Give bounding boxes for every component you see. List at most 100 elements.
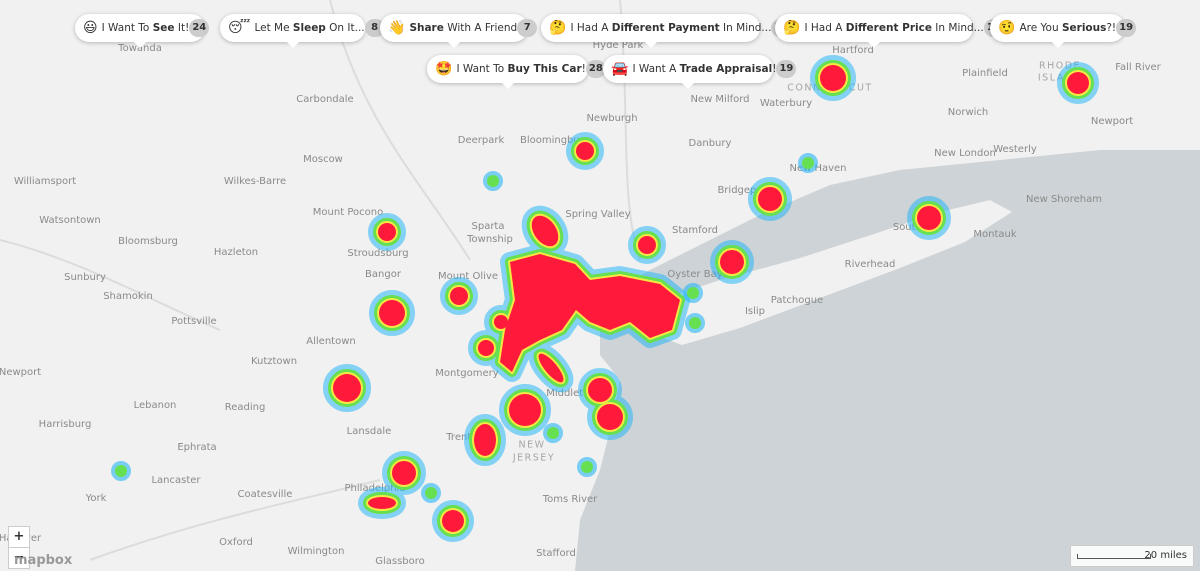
emoji: 😃 [83,20,98,36]
place-label: Wilmington [288,546,345,557]
place-label: Oxford [219,537,253,548]
callout-bold: Share [409,22,444,34]
place-label: Danbury [689,138,732,149]
place-label: Montgomery [435,368,498,379]
place-label: Ephrata [177,442,216,453]
place-label: Watsontown [39,215,101,226]
place-label: Riverhead [845,259,896,270]
emoji: 🤨 [998,20,1016,36]
place-label: Coatesville [238,489,293,500]
place-label: Stafford [536,548,576,559]
place-label: New Shoreham [1026,194,1102,205]
callout-text: I Want To [456,63,508,75]
place-label: New Haven [789,163,846,174]
callout-bold: Trade Appraisal [679,63,773,75]
place-label: Lancaster [151,475,201,486]
place-label: Shamokin [103,291,153,302]
place-label: Stroudsburg [347,248,408,259]
place-label: Westerly [993,144,1037,155]
place-label: Mount Pocono [313,207,383,218]
count-badge: 7 [517,19,538,37]
callout[interactable]: 🤔I Had A Different Price In Mind...15 [775,14,1004,48]
callout[interactable]: 🤩 I Want To Buy This Car! 28 [427,55,606,89]
callout-text: I Want To [101,22,153,34]
place-label: Williamsport [14,176,76,187]
place-label: New Milford [690,94,749,105]
callout-bold: Sleep [292,22,326,34]
count-badge: 19 [776,60,797,78]
emoji: 😴 [228,20,251,36]
place-label: Sparta [472,221,505,232]
zoom-out[interactable]: − [8,547,30,569]
callout[interactable]: 😃 I Want To See It! 24 [75,14,210,48]
callout-text: It! [174,22,190,34]
place-label: Moscow [303,154,343,165]
callout-bold: Different Price [845,22,932,34]
callout-text: Are You [1019,22,1062,34]
place-label: Allentown [306,336,355,347]
place-label: Towanda [117,43,162,54]
place-label: Pottsville [171,316,216,327]
scale-label: 20 miles [1144,550,1187,561]
callout-text: In Mind... [719,22,772,34]
callout-text: I Want A [632,63,680,75]
callout[interactable]: 😴 Let Me Sleep On It... 8 [220,14,385,48]
place-label: JERSEY [512,453,555,464]
place-label: Plainfield [962,68,1008,79]
place-label: Hartford [832,45,874,56]
callout[interactable]: 🤨 Are You Serious?! 19 [990,14,1137,48]
place-label: Mount Olive [438,271,498,282]
place-label: Bangor [365,269,402,280]
place-label: Newport [0,367,41,378]
zoom-in[interactable]: + [8,526,30,548]
callout-bold: See [152,22,175,34]
callout-text: I Had A [570,22,612,34]
place-label: Fall River [1115,62,1161,73]
place-label: Norwich [948,107,989,118]
callout-text: I Had A [804,22,846,34]
count-badge: 19 [1116,19,1137,37]
emoji: 🤩 [435,61,453,77]
callout-text: ! [581,63,586,75]
emoji: 🚘 [611,61,629,77]
place-label: Lansdale [347,426,392,437]
place-label: Patchogue [771,295,823,306]
count-badge: 24 [189,19,210,37]
place-label: Kutztown [251,356,297,367]
rivers [0,0,641,561]
place-label: Stamford [672,225,718,236]
callout[interactable]: 👋 Share With A Friend 7 [380,14,538,48]
place-label: Harrisburg [39,419,92,430]
callout-text: On It... [325,22,365,34]
place-label: Reading [225,402,266,413]
place-label: York [85,493,107,504]
place-label: Glassboro [375,556,425,567]
callout[interactable]: 🚘 I Want A Trade Appraisal! 19 [603,55,797,89]
place-label: Islip [745,306,765,317]
callout-text: With A Friend [443,22,518,34]
callout[interactable]: 🤔I Had A Different Payment In Mind...38 [541,14,792,48]
callout-text: In Mind... [931,22,984,34]
place-label: Bridgeport [717,185,770,196]
callout-bold: Buy This Car [507,63,582,75]
place-label: Spring Valley [565,209,630,220]
emoji: 🤔 [783,20,801,36]
place-label: Hyde Park [593,40,644,51]
place-label: Carbondale [296,94,353,105]
emoji: 👋 [388,20,406,36]
place-label: Waterbury [760,98,812,109]
mapbox-logo[interactable]: mapbox [14,553,73,568]
place-label: New London [934,148,996,159]
callout-bold: Different Payment [611,22,720,34]
place-labels: Towanda Carbondale Moscow Williamsport Wilke… [0,40,1162,567]
place-label: Oyster Bay [667,269,722,280]
callout-bold: Serious [1061,22,1107,34]
count-badge: 28 [585,60,606,78]
place-label: Deerpark [458,135,505,146]
place-label: Bloomsburg [118,236,178,247]
callout-text: Let Me [254,22,293,34]
place-label: Sunbury [64,272,106,283]
scale-bar: 20 miles [1070,545,1194,567]
place-label: RHODE [1039,61,1081,72]
